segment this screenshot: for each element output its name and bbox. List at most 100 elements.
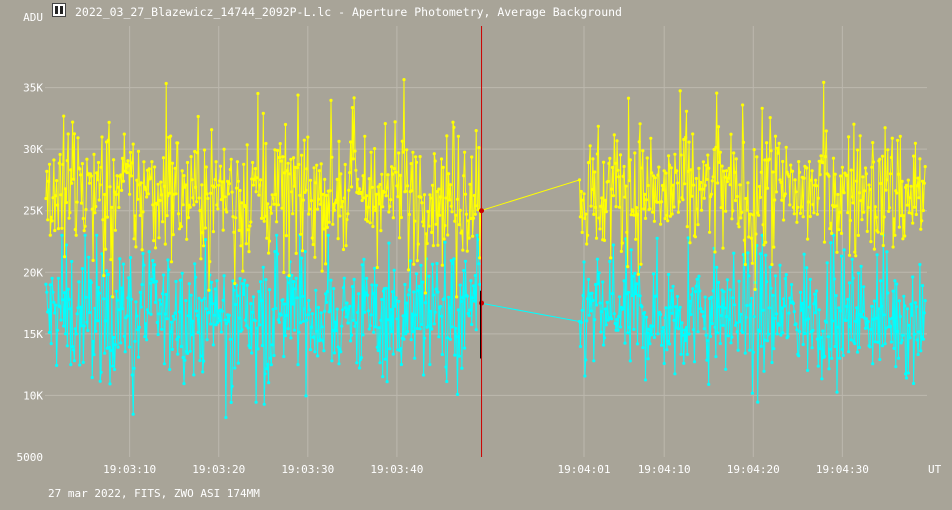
- data-point: [710, 322, 714, 326]
- data-point: [735, 194, 739, 199]
- data-point: [93, 211, 97, 215]
- data-point: [794, 322, 798, 326]
- data-point: [854, 254, 858, 258]
- data-point: [263, 214, 267, 218]
- data-point: [202, 359, 206, 363]
- data-point: [359, 356, 363, 360]
- data-point: [692, 328, 696, 332]
- data-point: [143, 335, 147, 339]
- data-point: [80, 162, 84, 166]
- data-point: [259, 178, 263, 182]
- data-point: [226, 192, 231, 196]
- data-point: [878, 157, 882, 161]
- data-point: [293, 287, 297, 291]
- data-point: [369, 313, 373, 317]
- data-point: [350, 285, 354, 289]
- data-point: [668, 305, 673, 310]
- data-point: [126, 296, 130, 300]
- data-point: [212, 313, 216, 317]
- data-point: [65, 159, 69, 163]
- data-point: [163, 242, 167, 246]
- data-point: [47, 162, 52, 166]
- data-point: [466, 219, 470, 223]
- data-point: [648, 342, 652, 346]
- data-point: [120, 286, 124, 290]
- data-point: [706, 153, 710, 157]
- data-point: [371, 224, 375, 229]
- data-point: [281, 298, 285, 302]
- data-point: [151, 203, 155, 207]
- data-point: [373, 208, 378, 212]
- data-point: [212, 185, 216, 189]
- data-point: [138, 213, 142, 218]
- data-point: [78, 363, 82, 367]
- data-point: [751, 213, 755, 217]
- data-point: [654, 294, 658, 298]
- data-point: [807, 305, 812, 309]
- data-point: [644, 198, 649, 202]
- data-point: [715, 265, 719, 269]
- data-point: [743, 351, 747, 355]
- data-point: [720, 164, 724, 168]
- data-point: [73, 327, 77, 331]
- data-point: [341, 247, 346, 252]
- data-point: [291, 212, 295, 216]
- data-point: [255, 176, 259, 180]
- data-point: [432, 152, 436, 156]
- data-point: [680, 321, 684, 325]
- data-point: [782, 304, 787, 308]
- data-point: [729, 132, 733, 136]
- data-point: [155, 202, 159, 206]
- data-point: [307, 212, 311, 216]
- data-point: [328, 308, 332, 312]
- data-point: [818, 347, 822, 351]
- data-point: [893, 279, 897, 283]
- data-point: [90, 375, 94, 380]
- data-point: [443, 240, 447, 244]
- data-point: [477, 146, 481, 150]
- data-point: [896, 356, 901, 360]
- data-point: [274, 306, 278, 310]
- data-point: [223, 195, 227, 199]
- data-point: [467, 314, 471, 318]
- data-point: [695, 277, 699, 281]
- data-point: [361, 174, 365, 178]
- data-point: [900, 338, 904, 342]
- data-point: [651, 272, 656, 276]
- data-point: [79, 173, 83, 177]
- data-point: [401, 150, 405, 154]
- data-point: [428, 193, 432, 197]
- data-point: [195, 151, 199, 155]
- data-point: [122, 334, 126, 338]
- data-point: [447, 198, 452, 202]
- y-tick-label: 5000: [17, 451, 44, 464]
- data-point: [131, 412, 135, 416]
- data-point: [201, 231, 205, 235]
- data-point: [353, 149, 357, 153]
- data-point: [144, 322, 148, 326]
- data-point: [447, 295, 451, 299]
- data-point: [142, 160, 146, 164]
- data-point: [857, 191, 861, 195]
- data-point: [222, 147, 226, 151]
- data-point: [120, 156, 125, 160]
- data-point: [884, 188, 888, 192]
- data-point: [179, 224, 183, 229]
- data-point: [921, 337, 926, 341]
- data-point: [101, 218, 105, 222]
- data-point: [865, 326, 869, 330]
- data-point: [316, 207, 320, 211]
- data-point: [146, 192, 150, 196]
- data-point: [783, 192, 787, 196]
- data-point: [674, 305, 678, 309]
- data-point: [711, 175, 715, 179]
- data-point: [879, 279, 883, 283]
- data-point: [736, 348, 740, 352]
- data-point: [132, 366, 136, 370]
- data-point: [894, 365, 898, 369]
- data-point: [385, 380, 389, 384]
- data-point: [623, 195, 627, 199]
- data-point: [191, 196, 195, 200]
- data-point: [308, 308, 312, 312]
